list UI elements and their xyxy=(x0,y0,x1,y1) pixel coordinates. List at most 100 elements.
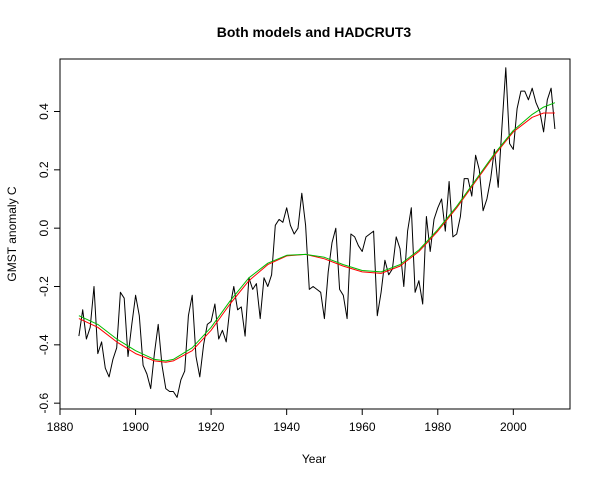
series-1-point xyxy=(146,373,147,374)
series-3-point xyxy=(211,327,212,328)
series-3-point xyxy=(229,300,230,301)
x-tick-label: 1920 xyxy=(198,420,225,434)
series-1-point xyxy=(373,230,374,231)
series-2-point xyxy=(165,362,166,363)
series-1-point xyxy=(86,338,87,339)
series-3-point xyxy=(286,255,287,256)
series-1 xyxy=(78,67,556,398)
series-2-point xyxy=(324,258,325,259)
series-2-point xyxy=(173,360,174,361)
y-tick-label: -0.6 xyxy=(37,393,51,414)
series-1-point xyxy=(135,295,136,296)
series-2-point xyxy=(97,327,98,328)
series-1-point xyxy=(475,155,476,156)
series-1-point xyxy=(343,295,344,296)
series-1-point xyxy=(399,248,400,249)
series-1-point xyxy=(388,274,389,275)
series-1-point xyxy=(445,230,446,231)
series-1-point xyxy=(418,280,419,281)
series-1-point xyxy=(433,219,434,220)
series-3-point xyxy=(154,359,155,360)
series-1-point xyxy=(520,90,521,91)
series-2-point xyxy=(229,303,230,304)
series-1-point xyxy=(275,225,276,226)
series-1-point xyxy=(441,198,442,199)
series-1-point xyxy=(320,292,321,293)
series-1-point xyxy=(509,143,510,144)
series-3 xyxy=(78,102,556,362)
series-3-point xyxy=(78,315,79,316)
series-1-point xyxy=(305,225,306,226)
series-1-point xyxy=(286,207,287,208)
series-1-point xyxy=(267,286,268,287)
series-2-point xyxy=(343,265,344,266)
series-1-point xyxy=(222,330,223,331)
series-1-point xyxy=(241,306,242,307)
series-1-line xyxy=(78,67,556,398)
series-1-point xyxy=(384,260,385,261)
series-1-point xyxy=(331,242,332,243)
series-1-point xyxy=(211,321,212,322)
y-tick-label: 0.4 xyxy=(37,103,51,120)
series-1-point xyxy=(260,318,261,319)
series-1-point xyxy=(415,292,416,293)
chart-title: Both models and HADCRUT3 xyxy=(217,24,412,40)
series-3-point xyxy=(437,229,438,230)
series-1-point xyxy=(449,181,450,182)
series-1-point xyxy=(169,391,170,392)
series-1-point xyxy=(505,67,506,68)
series-2-point xyxy=(78,318,79,319)
x-axis: 1880 1900 1920 1940 1960 1980 2000 xyxy=(47,409,527,434)
series-1-point xyxy=(207,324,208,325)
series-1-point xyxy=(271,274,272,275)
series-1-point xyxy=(214,303,215,304)
series-1-point xyxy=(263,277,264,278)
series-2-point xyxy=(211,330,212,331)
x-tick-label: 1900 xyxy=(122,420,149,434)
x-tick-label: 1960 xyxy=(349,420,376,434)
series-1-point xyxy=(524,90,525,91)
series-2-point xyxy=(399,265,400,266)
series-1-point xyxy=(294,233,295,234)
series-1-point xyxy=(535,102,536,103)
series-1-point xyxy=(245,335,246,336)
series-1-point xyxy=(532,88,533,89)
series-1-point xyxy=(158,324,159,325)
series-1-point xyxy=(180,379,181,380)
series-3-point xyxy=(135,350,136,351)
series-3-point xyxy=(494,153,495,154)
series-1-point xyxy=(498,187,499,188)
series-1-point xyxy=(324,318,325,319)
series-1-point xyxy=(279,219,280,220)
series-1-point xyxy=(358,245,359,246)
series-2-point xyxy=(381,273,382,274)
y-tick-label: -0.4 xyxy=(37,334,51,355)
series-2-point xyxy=(532,117,533,118)
series-1-point xyxy=(501,125,502,126)
series-1-point xyxy=(403,286,404,287)
series-1-point xyxy=(362,251,363,252)
x-tick-label: 1980 xyxy=(424,420,451,434)
series-1-point xyxy=(177,397,178,398)
series-1-point xyxy=(471,195,472,196)
series-3-point xyxy=(418,249,419,250)
series-1-point xyxy=(161,365,162,366)
series-1-point xyxy=(218,338,219,339)
x-axis-label: Year xyxy=(302,452,326,466)
series-1-point xyxy=(377,315,378,316)
x-tick-label: 1880 xyxy=(47,420,74,434)
series-1-point xyxy=(354,236,355,237)
series-3-point xyxy=(267,263,268,264)
series-1-point xyxy=(456,233,457,234)
series-3-point xyxy=(513,130,514,131)
series-1-point xyxy=(229,306,230,307)
series-1-point xyxy=(120,292,121,293)
y-axis: -0.6 -0.4 -0.2 0.0 0.2 0.4 xyxy=(37,103,60,414)
series-1-point xyxy=(407,230,408,231)
series-3-point xyxy=(165,360,166,361)
series-1-point xyxy=(116,347,117,348)
series-1-point xyxy=(150,388,151,389)
series-1-point xyxy=(486,198,487,199)
series-1-point xyxy=(124,298,125,299)
